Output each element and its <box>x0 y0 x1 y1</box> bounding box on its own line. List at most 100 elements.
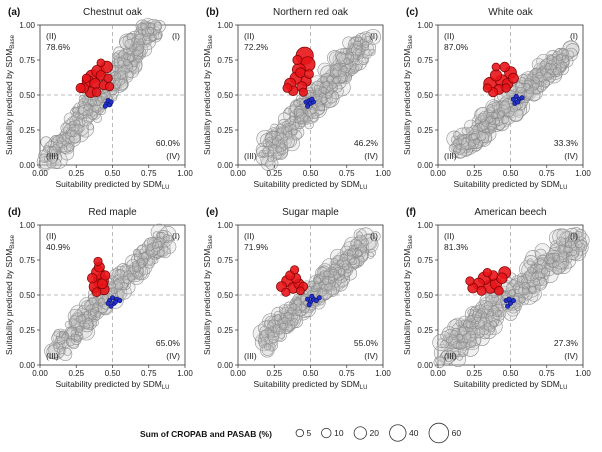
quadrant-label-ii: (II) <box>46 31 57 41</box>
quadrant-label-ii: (II) <box>444 31 455 41</box>
gray-point <box>306 108 317 119</box>
x-tick-label: 0.25 <box>266 169 282 178</box>
quadrant-pct-iv: 33.3% <box>554 138 579 148</box>
gray-point <box>311 112 319 120</box>
gray-point <box>510 85 518 93</box>
x-axis-title: Suitability predicted by SDMLU <box>254 179 368 191</box>
gray-point <box>137 38 145 46</box>
y-tick-label: 0.25 <box>217 126 233 135</box>
panel-label: (c) <box>406 7 418 18</box>
gray-point <box>529 285 536 293</box>
gray-point <box>541 267 548 275</box>
gray-point <box>295 303 302 311</box>
gray-point <box>303 115 311 123</box>
gray-point <box>77 125 85 133</box>
gray-point <box>553 254 561 262</box>
quadrant-pct-iv: 60.0% <box>156 138 181 148</box>
gray-point <box>320 270 328 278</box>
gray-point <box>110 287 118 295</box>
gray-point <box>284 107 292 115</box>
gray-point <box>533 76 540 84</box>
y-tick-label: 0.00 <box>417 361 433 370</box>
gray-point <box>267 155 274 162</box>
gray-point <box>480 123 488 131</box>
gray-point <box>532 272 539 279</box>
y-axis-title: Suitability predicted by SDMBase <box>202 34 214 155</box>
gray-point <box>471 132 479 141</box>
y-tick-label: 1.00 <box>217 221 233 230</box>
x-tick-label: 1.00 <box>575 369 591 378</box>
gray-point <box>290 128 298 136</box>
gray-point <box>274 134 282 142</box>
gray-point <box>340 65 348 73</box>
gray-point <box>343 57 351 65</box>
quadrant-pct-ii: 72.2% <box>244 42 269 52</box>
gray-point <box>533 278 540 286</box>
red-point <box>292 54 303 65</box>
gray-point <box>290 318 299 327</box>
gray-point <box>270 154 278 162</box>
gray-point <box>327 270 335 278</box>
size-legend: Sum of CROPAB and PASAB (%) 5 10 20 40 60 <box>140 422 462 444</box>
gray-point <box>541 78 550 88</box>
gray-point <box>478 132 490 143</box>
gray-point <box>69 116 78 125</box>
panels-group: (a) Chestnut oak(II)78.6%(I)(III)60.0%(IV… <box>4 7 591 391</box>
quadrant-label-iii: (III) <box>244 151 257 161</box>
gray-point <box>500 100 510 110</box>
gray-point <box>544 71 551 79</box>
x-tick-label: 0.75 <box>339 169 355 178</box>
gray-point <box>266 136 274 144</box>
legend-title: Sum of CROPAB and PASAB (%) <box>140 429 272 439</box>
gray-point <box>361 238 369 246</box>
gray-point <box>552 265 563 275</box>
gray-point <box>131 262 140 271</box>
gray-point <box>455 342 463 350</box>
gray-point <box>265 140 273 148</box>
x-tick-label: 0.25 <box>466 369 482 378</box>
y-tick-label: 0.50 <box>217 91 233 100</box>
gray-point <box>100 93 108 100</box>
gray-point <box>455 319 463 327</box>
gray-point <box>286 313 295 321</box>
gray-point <box>565 256 573 263</box>
gray-point <box>487 325 495 333</box>
gray-point <box>354 36 363 46</box>
red-point <box>465 276 475 286</box>
gray-point <box>325 92 332 99</box>
y-tick-label: 0.50 <box>417 91 433 100</box>
gray-point <box>97 298 106 306</box>
red-point <box>501 83 511 93</box>
gray-point <box>268 331 275 339</box>
gray-point <box>86 108 94 116</box>
gray-point <box>560 61 567 69</box>
gray-point <box>537 85 545 93</box>
gray-point <box>323 270 331 278</box>
x-axis-title: Suitability predicted by SDMLU <box>454 379 568 391</box>
gray-point <box>126 32 134 40</box>
gray-point <box>473 138 480 145</box>
y-tick-label: 1.00 <box>217 21 233 30</box>
gray-point <box>63 142 74 153</box>
legend-circle <box>353 426 367 440</box>
gray-point <box>451 150 459 158</box>
y-tick-label: 0.50 <box>19 291 35 300</box>
x-tick-label: 0.25 <box>68 169 84 178</box>
x-tick-label: 0.00 <box>32 369 48 378</box>
gray-point <box>257 337 267 347</box>
y-tick-label: 0.25 <box>19 326 35 335</box>
gray-point <box>524 271 535 281</box>
gray-point <box>146 244 154 252</box>
quadrant-label-iv: (IV) <box>564 351 578 361</box>
blue-point <box>117 298 123 304</box>
gray-point <box>482 120 489 128</box>
legend-label: 60 <box>452 428 462 438</box>
gray-point <box>315 104 326 115</box>
gray-point <box>461 126 470 135</box>
x-axis-title: Suitability predicted by SDMLU <box>56 379 170 391</box>
gray-point <box>509 279 517 287</box>
quadrant-label-iii: (III) <box>46 151 59 161</box>
red-point <box>282 83 293 93</box>
gray-point <box>323 281 333 291</box>
gray-point <box>343 47 350 55</box>
